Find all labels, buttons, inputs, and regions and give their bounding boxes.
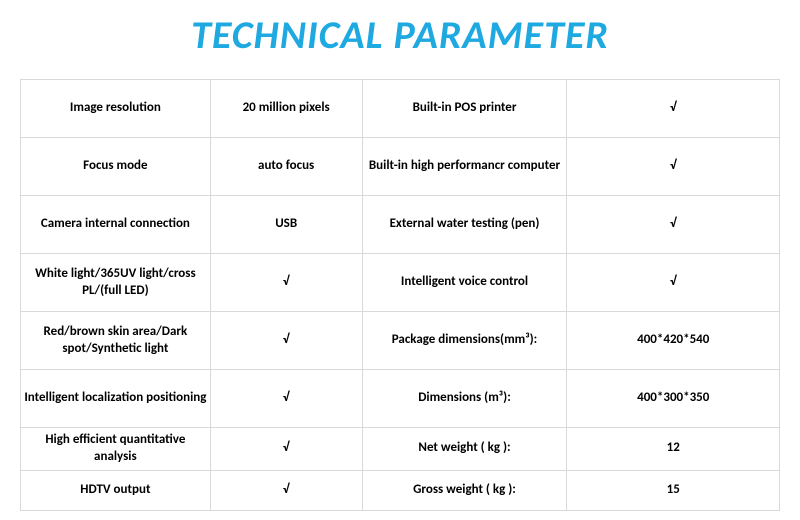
table-cell: Built-in high performancr computer xyxy=(362,138,567,196)
table-cell: Built-in POS printer xyxy=(362,80,567,138)
table-cell: High efficient quantitative analysis xyxy=(21,428,211,471)
table-row: Image resolution20 million pixelsBuilt-i… xyxy=(21,80,780,138)
spec-table: Image resolution20 million pixelsBuilt-i… xyxy=(20,79,780,511)
table-cell: 15 xyxy=(567,470,780,510)
table-row: High efficient quantitative analysis√Net… xyxy=(21,428,780,471)
table-cell: √ xyxy=(210,254,362,312)
table-cell: √ xyxy=(567,80,780,138)
table-cell: √ xyxy=(210,428,362,471)
table-cell: Camera internal connection xyxy=(21,196,211,254)
table-cell: Dimensions (m³): xyxy=(362,370,567,428)
table-row: Intelligent localization positioning√Dim… xyxy=(21,370,780,428)
table-row: Camera internal connectionUSBExternal wa… xyxy=(21,196,780,254)
table-cell: √ xyxy=(567,254,780,312)
table-row: Red/brown skin area/Dark spot/Synthetic … xyxy=(21,312,780,370)
table-cell: 12 xyxy=(567,428,780,471)
table-cell: HDTV output xyxy=(21,470,211,510)
table-cell: Intelligent localization positioning xyxy=(21,370,211,428)
table-cell: Net weight ( kg ): xyxy=(362,428,567,471)
table-row: HDTV output√Gross weight ( kg ):15 xyxy=(21,470,780,510)
table-cell: USB xyxy=(210,196,362,254)
table-cell: Red/brown skin area/Dark spot/Synthetic … xyxy=(21,312,211,370)
table-cell: Image resolution xyxy=(21,80,211,138)
table-cell: √ xyxy=(210,312,362,370)
table-cell: √ xyxy=(567,138,780,196)
table-cell: External water testing (pen) xyxy=(362,196,567,254)
table-cell: 20 million pixels xyxy=(210,80,362,138)
table-cell: Intelligent voice control xyxy=(362,254,567,312)
table-cell: auto focus xyxy=(210,138,362,196)
table-cell: √ xyxy=(567,196,780,254)
table-row: White light/365UV light/cross PL/(full L… xyxy=(21,254,780,312)
table-cell: Focus mode xyxy=(21,138,211,196)
table-cell: √ xyxy=(210,470,362,510)
page-title: TECHNICAL PARAMETER xyxy=(20,10,780,59)
table-cell: White light/365UV light/cross PL/(full L… xyxy=(21,254,211,312)
table-cell: Gross weight ( kg ): xyxy=(362,470,567,510)
table-cell: √ xyxy=(210,370,362,428)
table-cell: 400*300*350 xyxy=(567,370,780,428)
table-cell: 400*420*540 xyxy=(567,312,780,370)
table-cell: Package dimensions(mm³): xyxy=(362,312,567,370)
table-row: Focus modeauto focusBuilt-in high perfor… xyxy=(21,138,780,196)
